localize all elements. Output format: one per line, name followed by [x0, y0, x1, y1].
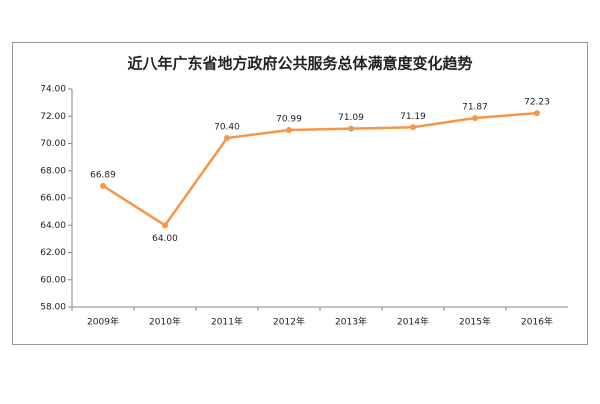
data-label: 66.89: [90, 170, 116, 180]
marker: [286, 127, 292, 134]
x-tick-label: 2013年: [335, 316, 367, 328]
data-label: 71.87: [462, 103, 488, 113]
marker: [534, 110, 540, 117]
y-tick-label: 64.00: [40, 221, 66, 231]
y-tick-label: 68.00: [40, 166, 66, 176]
y-tick-label: 74.00: [40, 85, 66, 95]
y-tick-label: 60.00: [40, 275, 66, 285]
y-tick-label: 70.00: [40, 139, 66, 149]
marker: [224, 135, 230, 142]
data-label: 71.09: [338, 113, 364, 123]
marker: [100, 182, 106, 189]
line: [102, 111, 538, 227]
y-tick-label: 72.00: [40, 112, 66, 122]
marker: [162, 222, 168, 229]
x-tick-label: 2016年: [521, 316, 553, 328]
data-label: 71.19: [400, 112, 426, 122]
marker: [472, 115, 478, 122]
y-tick-label: 62.00: [40, 248, 66, 258]
y-tick-label: 66.00: [40, 194, 66, 204]
chart-title: 近八年广东省地方政府公共服务总体满意度变化趋势: [127, 55, 472, 73]
x-tick-label: 2015年: [459, 316, 491, 328]
x-tick-label: 2010年: [149, 316, 181, 328]
marker: [410, 124, 416, 131]
chart-frame: [12, 42, 588, 345]
y-tick-label: 58.00: [40, 303, 66, 313]
data-label: 72.23: [524, 98, 550, 108]
x-tick-label: 2009年: [87, 316, 119, 328]
x-tick-label: 2011年: [211, 316, 243, 328]
marker: [348, 125, 354, 132]
x-tick-label: 2014年: [397, 316, 429, 328]
x-tick-label: 2012年: [273, 316, 305, 328]
data-label: 70.40: [214, 123, 240, 133]
data-label: 64.00: [152, 234, 178, 244]
data-label: 70.99: [276, 115, 302, 125]
